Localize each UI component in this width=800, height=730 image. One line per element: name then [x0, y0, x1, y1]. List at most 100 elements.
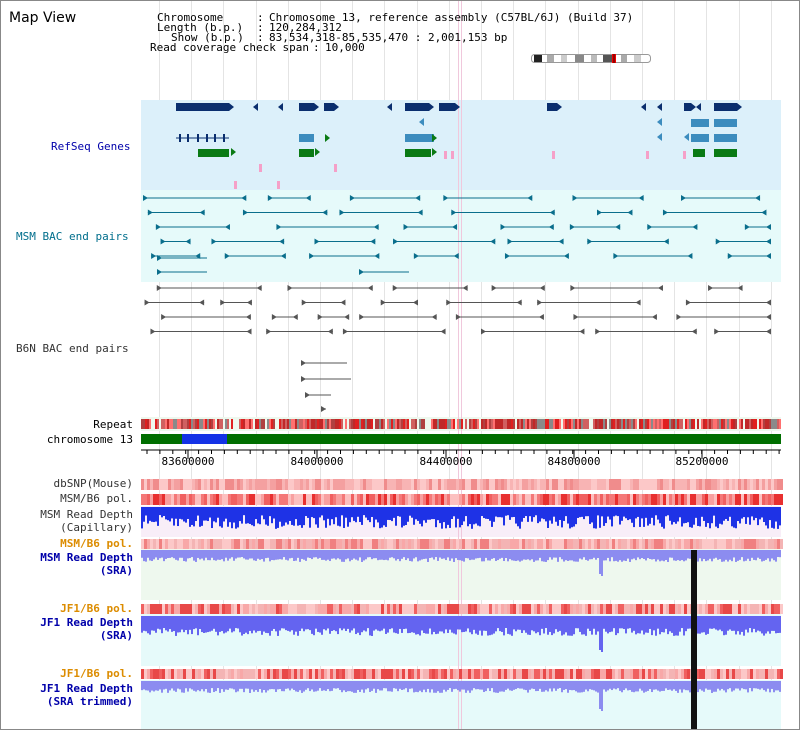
repeat-block [745, 419, 747, 429]
msm-depth-cap-bar [477, 507, 479, 526]
msm-depth-sra-bar [371, 550, 373, 560]
jf1-depth-trim-bar [341, 681, 343, 693]
msm-depth-sra-bar [257, 550, 259, 559]
dbsnp-strip [504, 479, 507, 490]
msm-depth-cap-bar [709, 507, 711, 529]
msm-depth-cap-bar [377, 507, 379, 523]
jf1-depth-sra-bar [563, 616, 565, 635]
jf1-depth-trim-bar [257, 681, 259, 692]
msm-depth-sra-bar [593, 550, 595, 558]
track-label-refseq[interactable]: RefSeq Genes [51, 140, 131, 153]
track-label-repeat[interactable]: Repeat [93, 418, 133, 431]
jf1-b6-pol-strip [300, 604, 303, 614]
track-label-msm-b6-pol-1[interactable]: MSM/B6 pol. [60, 492, 133, 505]
track-label-dbsnp[interactable]: dbSNP(Mouse) [53, 477, 133, 490]
msm-b6-pol-strip-2 [285, 539, 288, 549]
msm-depth-sra-bar [347, 550, 349, 559]
chromosome-band [141, 434, 781, 444]
jf1-b6-pol-strip-2 [573, 669, 576, 679]
jf1-b6-pol-strip [768, 604, 771, 614]
repeat-block [661, 419, 663, 429]
repeat-block [163, 419, 165, 429]
jf1-b6-pol-strip-2 [183, 669, 186, 679]
repeat-block [371, 419, 373, 429]
msm-b6-pol-strip [597, 494, 600, 505]
grid-line [513, 1, 514, 729]
msm-depth-cap-bar [271, 507, 273, 524]
msm-b6-pol-strip-2 [420, 539, 423, 549]
jf1-depth-trim-bar [351, 681, 353, 692]
jf1-b6-pol-strip [381, 604, 384, 614]
track-label-chromosome[interactable]: chromosome 13 [46, 433, 133, 446]
jf1-b6-pol-strip [294, 604, 297, 614]
jf1-depth-sra-bar [565, 616, 567, 633]
dbsnp-strip [765, 479, 768, 490]
msm-b6-pol-strip [441, 494, 444, 505]
jf1-depth-trim-bar [669, 681, 671, 690]
msm-b6-pol-strip-2 [390, 539, 393, 549]
track-label-msm-b6-pol-2[interactable]: MSM/B6 pol. [60, 537, 133, 550]
msm-depth-sra-bar [485, 550, 487, 558]
msm-depth-cap-bar [363, 507, 365, 516]
jf1-depth-sra-bar [763, 616, 765, 636]
repeat-block [517, 419, 519, 429]
track-label-b6n-bac[interactable]: B6N BAC end pairs [16, 342, 129, 355]
jf1-b6-pol-strip-2 [363, 669, 366, 679]
track-label-msm-depth-cap-1[interactable]: MSM Read Depth [40, 508, 133, 521]
repeat-block [471, 419, 473, 429]
jf1-depth-trim-bar [389, 681, 391, 692]
jf1-depth-sra-bar [411, 616, 413, 633]
msm-depth-cap-bar [367, 507, 369, 521]
msm-depth-cap-bar [217, 507, 219, 518]
jf1-depth-trim-bar [209, 681, 211, 693]
jf1-depth-sra-bar [251, 616, 253, 634]
jf1-b6-pol-strip-2 [708, 669, 711, 679]
track-label-msm-depth-sra-1[interactable]: MSM Read Depth [40, 551, 133, 564]
jf1-depth-trim-bar [285, 681, 287, 689]
jf1-depth-trim-bar [159, 681, 161, 690]
jf1-depth-trim-bar [685, 681, 687, 691]
repeat-block [765, 419, 767, 429]
msm-b6-pol-strip [192, 494, 195, 505]
track-label-jf1-b6-pol-2[interactable]: JF1/B6 pol. [60, 667, 133, 680]
msm-b6-pol-strip [741, 494, 744, 505]
msm-b6-pol-strip-2 [630, 539, 633, 549]
dbsnp-strip [738, 479, 741, 490]
msm-depth-cap-bar [253, 507, 255, 527]
jf1-b6-pol-strip [459, 604, 462, 614]
jf1-depth-trim-bar [643, 681, 645, 693]
msm-depth-sra-bar [755, 550, 757, 561]
msm-b6-pol-strip [231, 494, 234, 505]
msm-depth-cap-bar [685, 507, 687, 523]
jf1-b6-pol-strip-2 [564, 669, 567, 679]
repeat-block [157, 419, 159, 429]
msm-b6-pol-strip [444, 494, 447, 505]
jf1-depth-trim-bar [447, 681, 449, 690]
jf1-depth-sra-bar [315, 616, 317, 629]
jf1-b6-pol-strip-2 [408, 669, 411, 679]
jf1-b6-pol-strip [405, 604, 408, 614]
track-label-jf1-depth-trim-1[interactable]: JF1 Read Depth [40, 682, 133, 695]
msm-depth-sra-bar [709, 550, 711, 559]
msm-depth-cap-bar [209, 507, 211, 518]
chromosome-ideogram[interactable] [531, 54, 651, 63]
msm-depth-cap-bar [267, 507, 269, 526]
msm-depth-cap-bar [707, 507, 709, 524]
repeat-block [431, 419, 433, 429]
track-label-jf1-depth-sra-1[interactable]: JF1 Read Depth [40, 616, 133, 629]
msm-depth-sra-bar [165, 550, 167, 559]
jf1-b6-pol-strip [603, 604, 606, 614]
msm-depth-sra-bar [723, 550, 725, 562]
dbsnp-strip [339, 479, 342, 490]
jf1-b6-pol-strip [537, 604, 540, 614]
jf1-depth-sra-bar [241, 616, 243, 636]
grid-line [610, 1, 611, 729]
msm-depth-cap-bar [747, 507, 749, 518]
msm-depth-sra-bar [309, 550, 311, 558]
track-label-jf1-b6-pol-1[interactable]: JF1/B6 pol. [60, 602, 133, 615]
jf1-depth-trim-bar [557, 681, 559, 689]
track-label-msm-bac[interactable]: MSM BAC end pairs [16, 230, 129, 243]
jf1-b6-pol-strip [507, 604, 510, 614]
